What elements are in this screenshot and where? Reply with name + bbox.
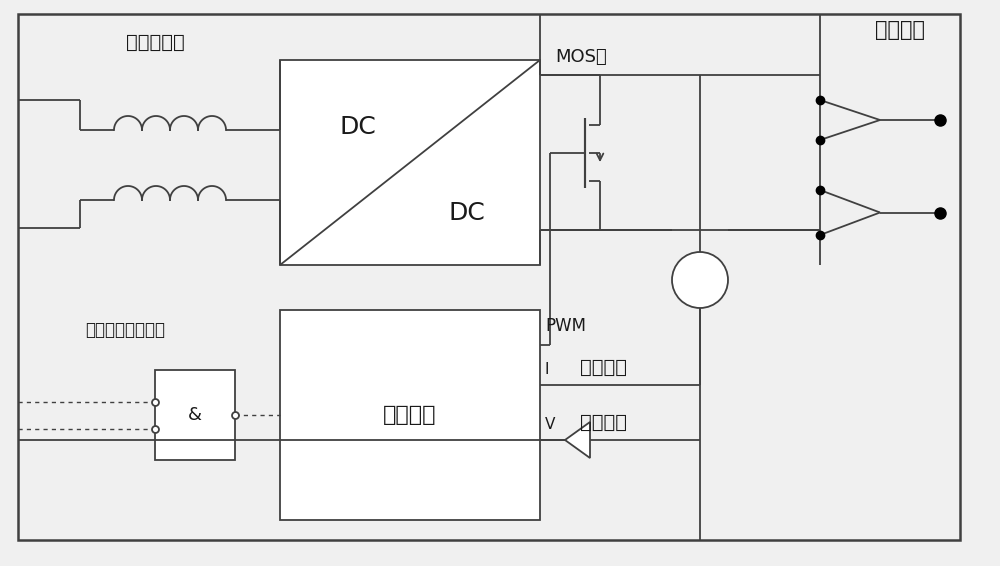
Text: 集电极开路与非门: 集电极开路与非门 [85, 321, 165, 339]
Text: 微处理器: 微处理器 [383, 405, 437, 425]
Text: V: V [545, 417, 555, 432]
Text: DC: DC [340, 115, 377, 139]
Bar [280, 310, 540, 520]
Text: DC: DC [448, 201, 485, 225]
Polygon shape [565, 422, 590, 458]
Text: 电流采集: 电流采集 [580, 358, 627, 377]
Text: &: & [188, 406, 202, 424]
Text: I: I [545, 362, 550, 377]
Text: 电热元件: 电热元件 [875, 20, 925, 40]
Text: 共模抜流圈: 共模抜流圈 [126, 32, 184, 52]
Text: PWM: PWM [545, 317, 586, 335]
Bar [155, 370, 235, 460]
Text: MOS管: MOS管 [555, 48, 607, 66]
Text: 电压采集: 电压采集 [580, 413, 627, 432]
Circle shape [672, 252, 728, 308]
Bar [280, 60, 540, 265]
